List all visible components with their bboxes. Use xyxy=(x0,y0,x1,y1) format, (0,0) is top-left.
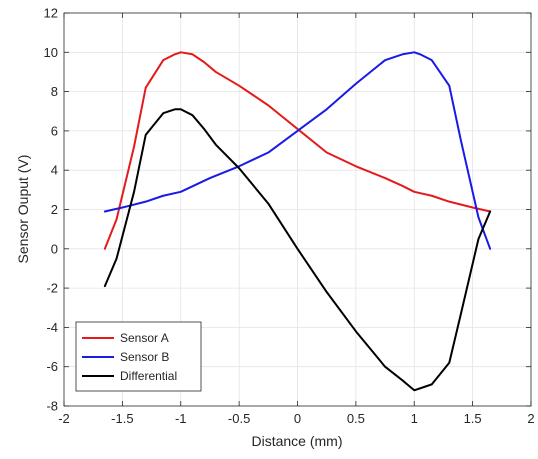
y-tick-label: 4 xyxy=(51,163,58,178)
x-axis-ticks: -2 -1.5 -1 -0.5 0 0.5 1 1.5 2 xyxy=(58,13,535,426)
y-tick-label: -2 xyxy=(46,281,58,296)
y-tick-label: 10 xyxy=(44,45,58,60)
x-tick-label: 2 xyxy=(527,411,534,426)
x-tick-label: 1 xyxy=(411,411,418,426)
x-tick-label: -0.5 xyxy=(228,411,250,426)
legend-label-sensor-a: Sensor A xyxy=(120,331,169,345)
y-tick-label: 6 xyxy=(51,123,58,138)
legend: Sensor A Sensor B Differential xyxy=(75,321,202,392)
series-lines xyxy=(103,51,492,392)
series-line-sensor-b xyxy=(103,51,492,250)
y-axis-title: Sensor Ouput (V) xyxy=(15,155,31,264)
y-axis-ticks: -8 -6 -4 -2 0 2 4 6 8 10 12 xyxy=(44,6,531,414)
y-tick-label: -4 xyxy=(46,320,58,335)
x-tick-label: 1.5 xyxy=(464,411,482,426)
y-tick-label: 12 xyxy=(44,6,58,21)
x-tick-label: -1.5 xyxy=(111,411,133,426)
y-tick-label: 8 xyxy=(51,84,58,99)
y-tick-label: -8 xyxy=(46,399,58,414)
x-tick-label: 0 xyxy=(294,411,301,426)
legend-label-sensor-b: Sensor B xyxy=(120,350,169,364)
x-axis-title: Distance (mm) xyxy=(251,433,342,449)
y-tick-label: 0 xyxy=(51,241,58,256)
series-line-sensor-a xyxy=(103,51,492,250)
x-tick-label: -1 xyxy=(175,411,187,426)
legend-label-differential: Differential xyxy=(120,369,177,383)
x-tick-label: -2 xyxy=(58,411,70,426)
x-tick-label: 0.5 xyxy=(347,411,365,426)
y-tick-label: -6 xyxy=(46,359,58,374)
series-line-differential xyxy=(103,108,492,392)
y-tick-label: 2 xyxy=(51,202,58,217)
